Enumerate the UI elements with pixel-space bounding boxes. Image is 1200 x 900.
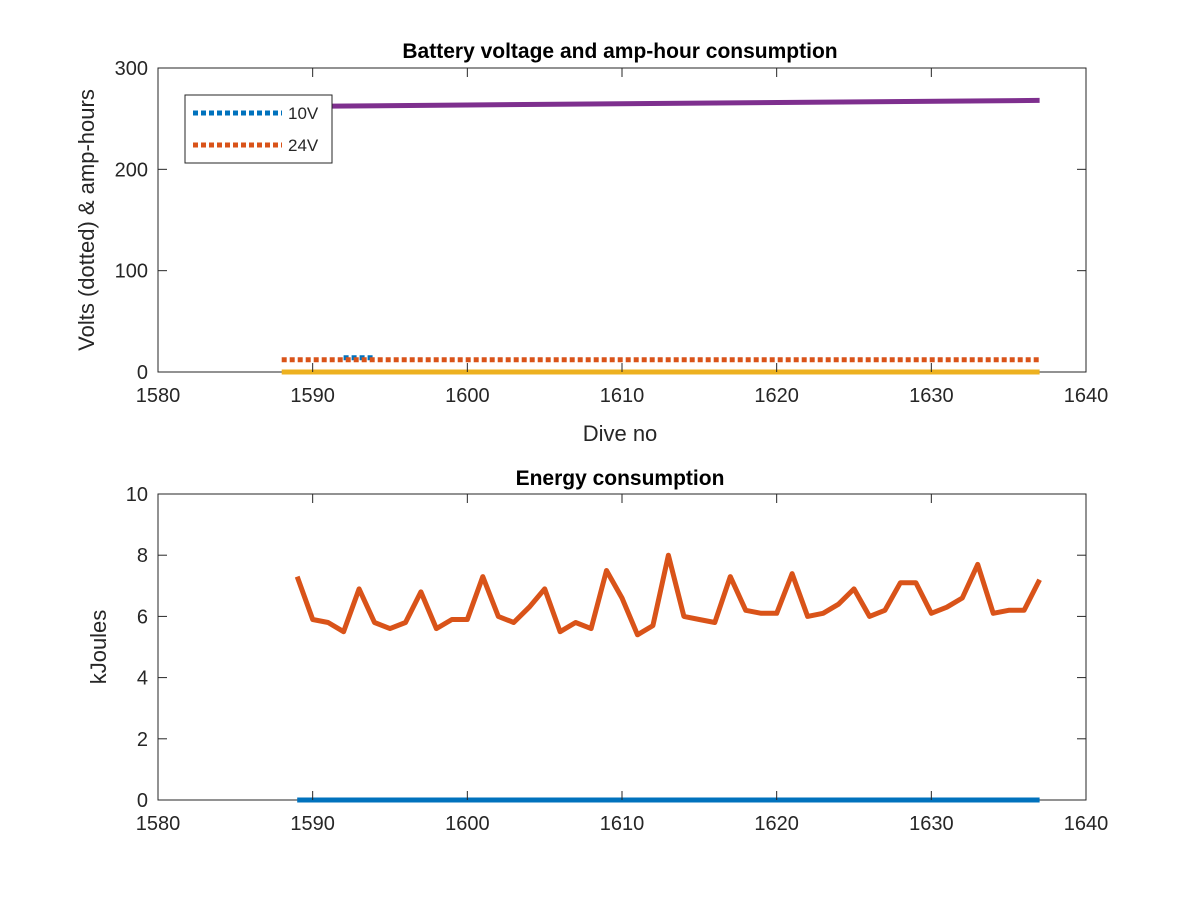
energy-y-tick-label: 2 [137, 729, 148, 751]
voltage-y-tick-label: 200 [115, 159, 148, 181]
energy-y-ticks: 0 2 4 6 8 10 [126, 484, 1086, 812]
voltage-x-tick-label: 1610 [600, 385, 645, 407]
voltage-y-ticks: 0 100 200 300 [115, 58, 1086, 384]
voltage-subplot: Battery voltage and amp-hour consumption… [74, 40, 1108, 446]
energy-series-line-2 [294, 552, 1042, 638]
voltage-x-tick-label: 1600 [445, 385, 490, 407]
energy-y-tick-label: 8 [137, 545, 148, 567]
energy-x-tick-label: 1630 [909, 813, 954, 835]
voltage-y-tick-label: 0 [137, 362, 148, 384]
legend-label-10v: 10V [288, 104, 319, 123]
voltage-x-tick-label: 1590 [290, 385, 335, 407]
voltage-legend: 10V 24V [184, 94, 333, 164]
voltage-series-line-4 [281, 97, 1040, 109]
voltage-x-tick-label: 1640 [1064, 385, 1109, 407]
energy-x-tick-label: 1610 [600, 813, 645, 835]
energy-plot-area: 1580 1590 1600 1610 1620 1630 1640 0 2 4 6 8 10 [126, 484, 1109, 835]
voltage-y-tick-label: 300 [115, 58, 148, 80]
voltage-y-tick-label: 100 [115, 261, 148, 283]
voltage-x-ticks: 1580 1590 1600 1610 1620 1630 1640 [136, 68, 1109, 407]
energy-x-tick-label: 1600 [445, 813, 490, 835]
energy-y-tick-label: 10 [126, 484, 148, 506]
voltage-x-axis-label: Dive no [583, 421, 658, 446]
energy-y-tick-label: 6 [137, 606, 148, 628]
energy-y-axis-label: kJoules [86, 610, 111, 685]
energy-x-tick-label: 1580 [136, 813, 181, 835]
energy-chart-title: Energy consumption [516, 467, 725, 490]
voltage-x-tick-label: 1620 [754, 385, 799, 407]
voltage-x-tick-label: 1580 [136, 385, 181, 407]
energy-x-tick-label: 1590 [290, 813, 335, 835]
legend-label-24v: 24V [288, 136, 319, 155]
voltage-series-group [281, 97, 1040, 375]
voltage-x-tick-label: 1630 [909, 385, 954, 407]
energy-subplot: Energy consumption 1580 1590 1600 1610 1620 1… [86, 467, 1108, 835]
energy-x-tick-label: 1640 [1064, 813, 1109, 835]
voltage-chart-title: Battery voltage and amp-hour consumption [402, 40, 837, 63]
energy-x-ticks: 1580 1590 1600 1610 1620 1630 1640 [136, 494, 1109, 835]
energy-axes-box [157, 493, 1087, 801]
energy-y-tick-label: 4 [137, 668, 148, 690]
energy-y-tick-label: 0 [137, 790, 148, 812]
energy-x-tick-label: 1620 [754, 813, 799, 835]
legend-box [184, 94, 333, 164]
energy-series-group [294, 552, 1042, 803]
voltage-y-axis-label: Volts (dotted) & amp-hours [74, 89, 99, 351]
